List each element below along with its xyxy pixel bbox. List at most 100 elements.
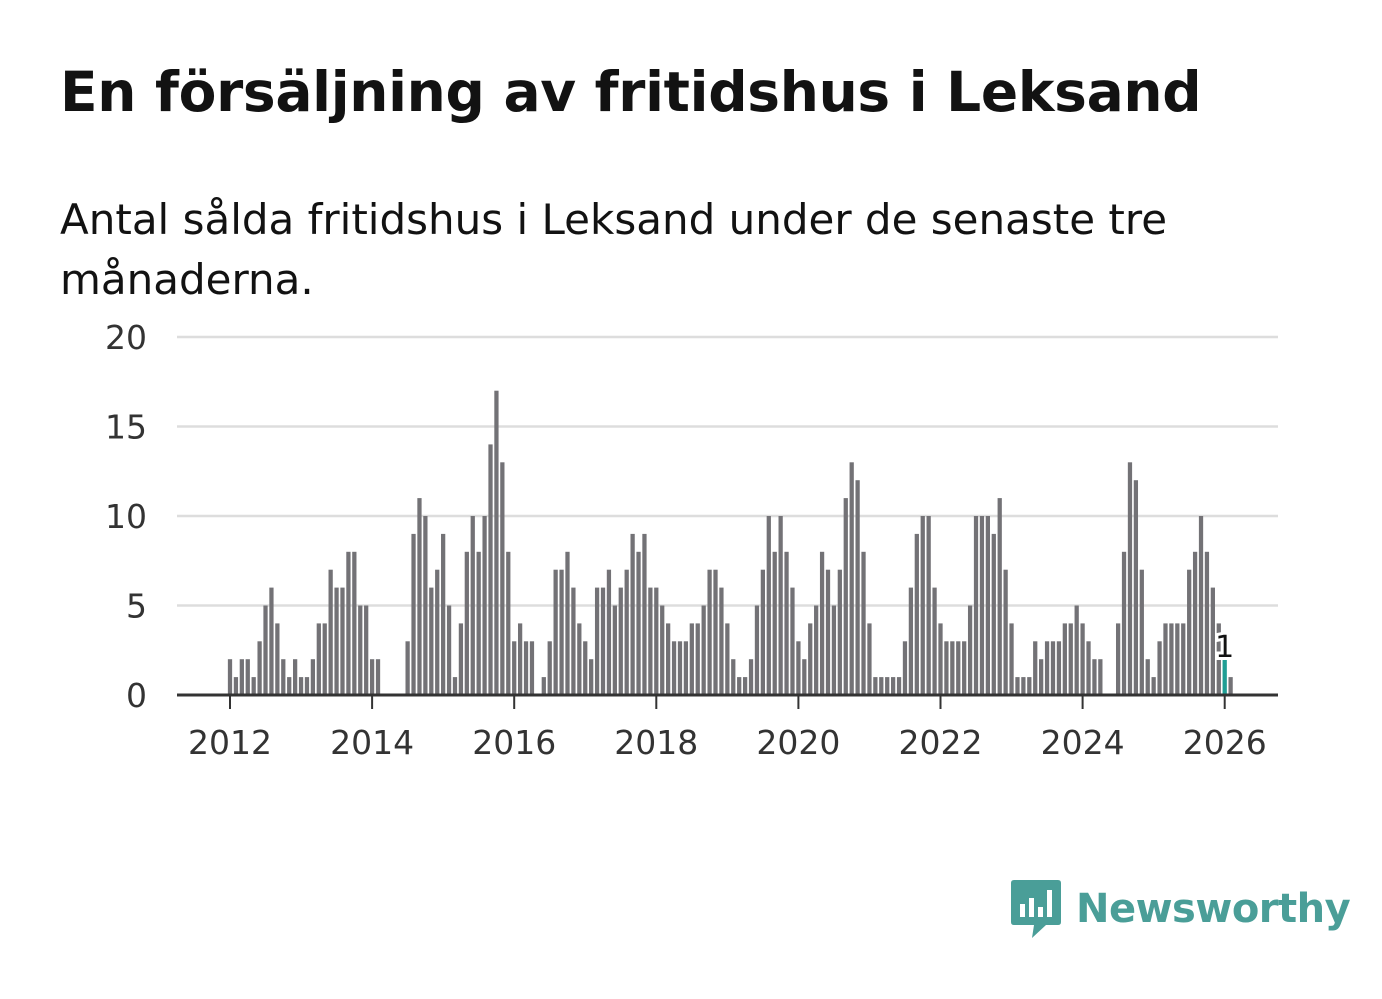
bar (281, 659, 286, 695)
bar (512, 641, 517, 695)
bar (695, 623, 700, 695)
bar (831, 605, 837, 695)
newsworthy-logo-icon (1011, 880, 1061, 938)
bar (754, 605, 760, 695)
x-tick-label: 2014 (330, 723, 414, 762)
bar (849, 462, 854, 695)
bar (275, 623, 280, 695)
bar (938, 623, 943, 695)
bar (541, 677, 546, 695)
bar (630, 533, 635, 695)
bar (1033, 641, 1038, 695)
bar (1003, 569, 1008, 695)
bar (452, 677, 458, 695)
x-tick-label: 2016 (472, 723, 556, 762)
bar (1163, 623, 1168, 695)
bar (411, 533, 416, 695)
bar (1198, 516, 1204, 695)
bar (423, 516, 428, 695)
bar (1080, 623, 1085, 695)
bar (979, 516, 985, 695)
y-tick-label: 20 (105, 318, 147, 357)
highlight-value-label: 1 (1215, 630, 1234, 665)
bar (358, 605, 363, 695)
bar (796, 641, 801, 695)
bar (1009, 623, 1014, 695)
bar (1181, 623, 1186, 695)
bar (1056, 641, 1062, 695)
bar (458, 623, 464, 695)
bar (298, 677, 304, 695)
bar (494, 390, 499, 695)
y-tick-label: 10 (105, 497, 147, 536)
bar (1050, 641, 1056, 695)
bar (1021, 677, 1026, 695)
bar (310, 659, 316, 695)
bars (227, 390, 1233, 695)
bar (654, 587, 659, 695)
bar (867, 623, 872, 695)
bar (891, 677, 896, 695)
bar (1204, 551, 1210, 695)
bar (642, 533, 647, 695)
bar (713, 569, 718, 695)
bar (671, 641, 677, 695)
bar (417, 498, 422, 695)
bar (488, 444, 493, 695)
bar (263, 605, 268, 695)
bar (1187, 569, 1192, 695)
bar (523, 641, 529, 695)
bar (1092, 659, 1097, 695)
bar (1062, 623, 1067, 695)
bar (1074, 605, 1079, 695)
bar (1015, 677, 1020, 695)
bar (1139, 569, 1144, 695)
bar (991, 533, 996, 695)
bar (529, 641, 535, 695)
bar (920, 516, 925, 695)
bar (1115, 623, 1121, 695)
bar (441, 533, 446, 695)
bar (429, 587, 434, 695)
bar (873, 677, 878, 695)
bar (760, 569, 765, 695)
bar (962, 641, 967, 695)
bar (784, 551, 789, 695)
bar (446, 605, 452, 695)
bar (257, 641, 262, 695)
bar (879, 677, 884, 695)
bar (1068, 623, 1073, 695)
bar (825, 569, 831, 695)
bar (1086, 641, 1091, 695)
bar (547, 641, 552, 695)
bar (677, 641, 683, 695)
bar (914, 533, 919, 695)
bar (606, 569, 612, 695)
bar (500, 462, 505, 695)
bar (902, 641, 908, 695)
bar (1039, 659, 1044, 695)
bar (506, 551, 511, 695)
bar (719, 587, 724, 695)
bar (577, 623, 582, 695)
bar (973, 516, 979, 695)
bar (731, 659, 736, 695)
bar (1027, 677, 1032, 695)
bar (1157, 641, 1162, 695)
brand-logo: Newsworthy (1010, 878, 1351, 940)
bar (251, 677, 256, 695)
bar (571, 587, 576, 695)
bar (814, 605, 819, 695)
bar (1151, 677, 1156, 695)
bar (950, 641, 955, 695)
bar (1228, 677, 1233, 695)
y-tick-label: 15 (105, 408, 147, 447)
bar (932, 587, 937, 695)
bar (340, 587, 345, 695)
y-axis-ticks: 0 5 10 15 20 (105, 318, 147, 715)
bar (369, 659, 375, 695)
bar (648, 587, 653, 695)
bar (1133, 480, 1139, 695)
bar (1169, 623, 1174, 695)
bar (594, 587, 600, 695)
